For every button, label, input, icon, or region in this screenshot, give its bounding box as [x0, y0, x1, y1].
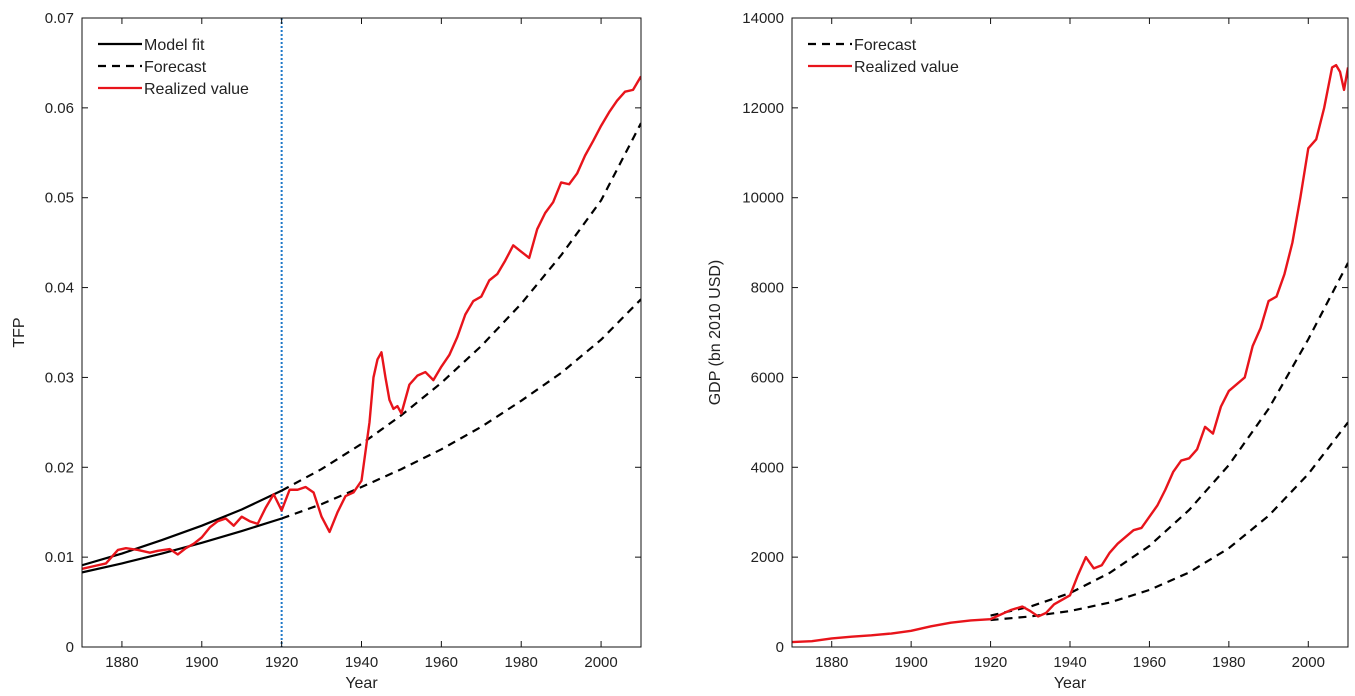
chart-panel-1: 0 0.01 0.02 0.03 0.04 0.05 0.06 0.07 1880 1900 192…: [11, 10, 642, 692]
series-line-2: [82, 517, 282, 574]
y-tick-label: 0.05: [45, 190, 74, 207]
y-axis-label: TFP: [11, 317, 28, 347]
legend: Forecast Realized value: [808, 37, 959, 76]
y-tick-label: 8000: [751, 280, 784, 297]
chart-panel-2: 0 2000 4000 6000 8000 10000 12000 14000 1880 1900…: [707, 10, 1349, 692]
series-line-3: [792, 63, 1348, 644]
y-tick-label: 10000: [742, 190, 784, 207]
x-tick-label: 1980: [1212, 654, 1245, 671]
y-tick-label: 14000: [742, 10, 784, 27]
series-line-3: [281, 122, 641, 492]
y-tick-label: 4000: [751, 459, 784, 476]
y-tick-label: 0.01: [45, 549, 74, 566]
x-tick-label: 1960: [1133, 654, 1166, 671]
series-line-2: [990, 421, 1348, 622]
y-tick-label: 0.03: [45, 369, 74, 386]
legend-label: Forecast: [854, 37, 917, 54]
x-axis-label: Year: [1054, 675, 1087, 692]
y-tick-label: 0.07: [45, 10, 74, 27]
x-tick-label: 1920: [974, 654, 1007, 671]
legend-label: Forecast: [144, 59, 207, 76]
series-line-4: [281, 298, 641, 520]
series-line-5: [82, 75, 641, 570]
x-tick-label: 2000: [584, 654, 617, 671]
y-tick-label: 2000: [751, 549, 784, 566]
legend-label: Realized value: [854, 59, 959, 76]
y-tick-label: 0.02: [45, 459, 74, 476]
y-tick-label: 0.04: [45, 280, 74, 297]
x-tick-label: 1920: [265, 654, 298, 671]
y-tick-label: 12000: [742, 100, 784, 117]
y-tick-label: 0: [66, 639, 74, 656]
y-tick-label: 0.06: [45, 100, 74, 117]
y-tick-label: 6000: [751, 369, 784, 386]
x-tick-label: 1960: [425, 654, 458, 671]
legend-label: Model fit: [144, 37, 205, 54]
axes-box: [791, 17, 1349, 648]
y-axis-label: GDP (bn 2010 USD): [707, 260, 724, 406]
x-tick-label: 2000: [1292, 654, 1325, 671]
x-tick-label: 1940: [345, 654, 378, 671]
x-tick-label: 1880: [105, 654, 138, 671]
x-tick-label: 1880: [815, 654, 848, 671]
legend: Model fit Forecast Realized value: [98, 37, 249, 98]
x-tick-label: 1900: [894, 654, 927, 671]
legend-label: Realized value: [144, 81, 249, 98]
plot-area: [792, 63, 1348, 644]
series-line-1: [990, 262, 1348, 617]
x-tick-label: 1980: [505, 654, 538, 671]
series-line-1: [82, 489, 283, 567]
x-axis-label: Year: [345, 675, 378, 692]
plot-area: [82, 18, 641, 647]
x-tick-label: 1940: [1053, 654, 1086, 671]
y-tick-label: 0: [776, 639, 784, 656]
x-tick-label: 1900: [185, 654, 218, 671]
